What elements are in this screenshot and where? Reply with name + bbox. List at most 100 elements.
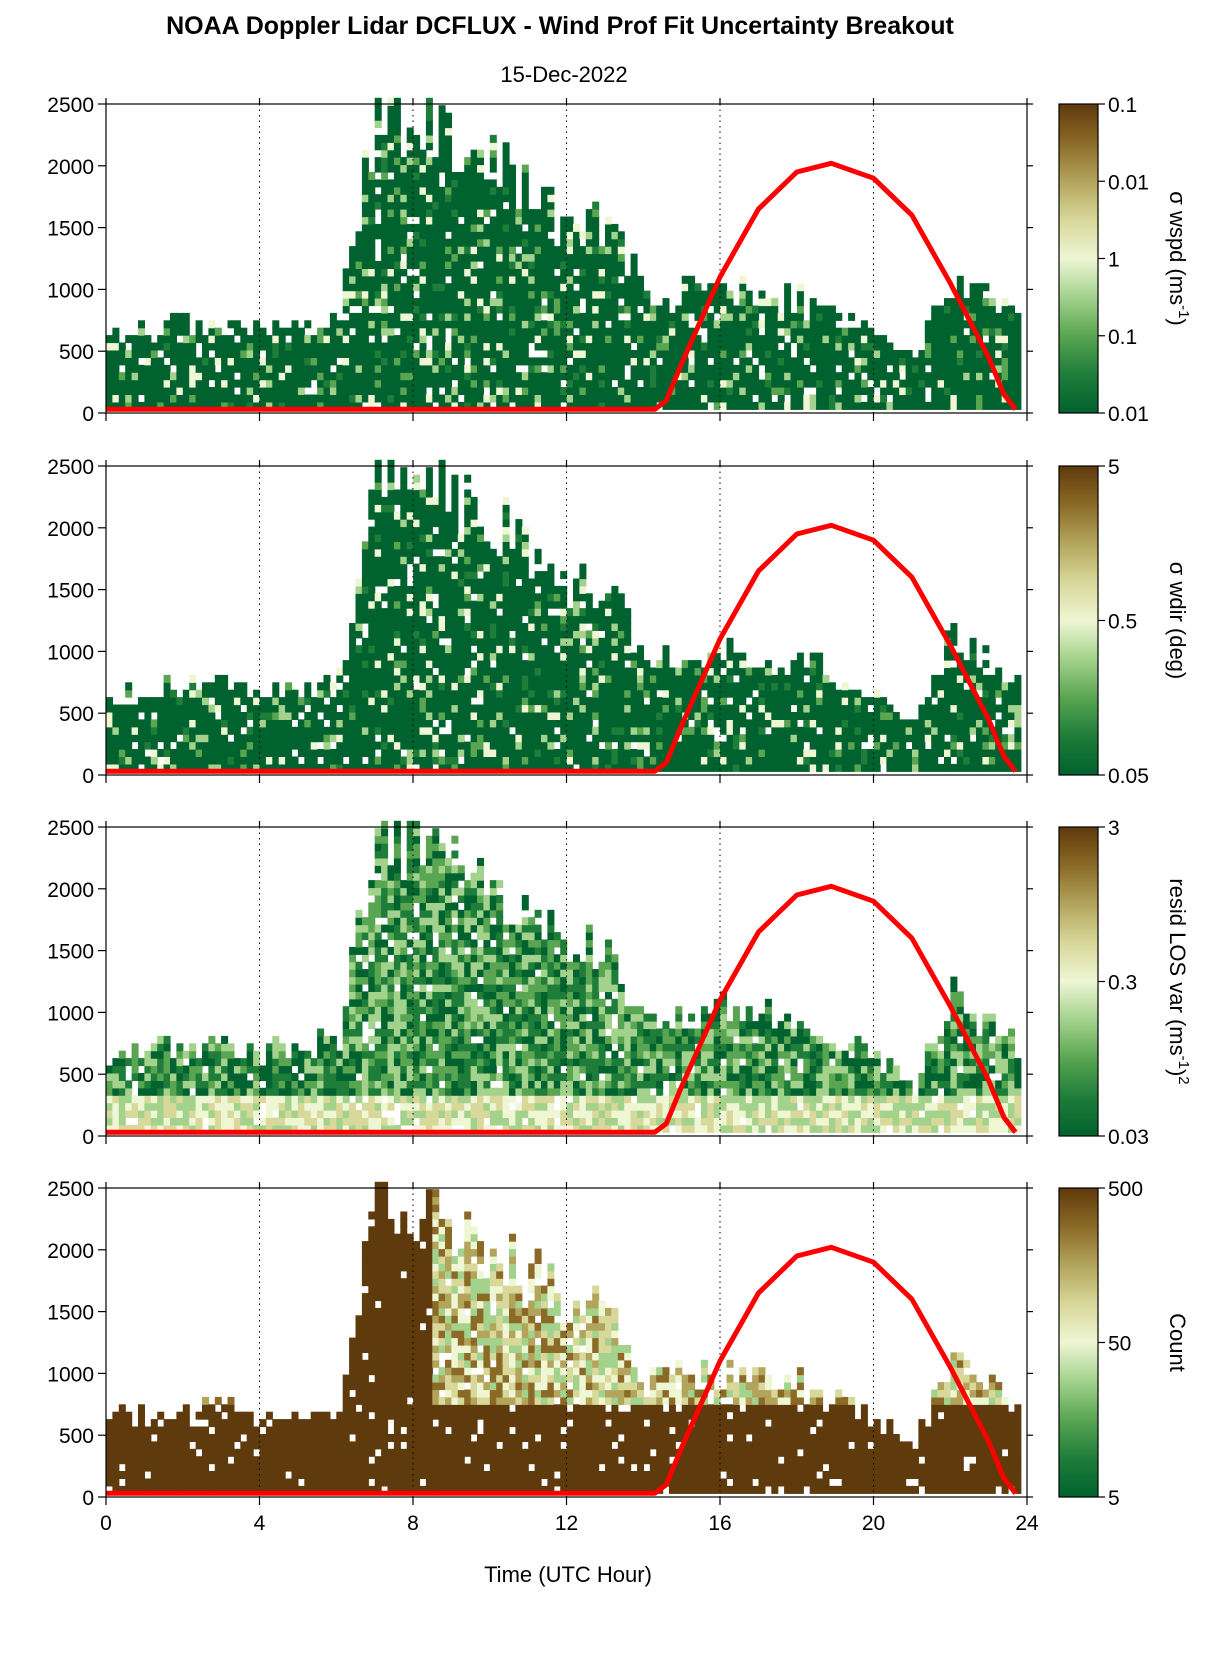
heatmap-cell — [457, 253, 465, 262]
heatmap-cell — [726, 342, 734, 351]
heatmap-cell — [400, 608, 408, 617]
heatmap-cell — [182, 335, 190, 344]
heatmap-cell — [387, 756, 395, 765]
heatmap-cell — [387, 223, 395, 232]
heatmap-cell — [464, 253, 472, 262]
heatmap-cell — [477, 741, 484, 750]
heatmap-cell — [720, 394, 728, 403]
heatmap-cell — [809, 379, 817, 388]
heatmap-cell — [361, 563, 369, 572]
heatmap-cell — [310, 719, 318, 728]
heatmap-cell — [496, 630, 504, 639]
heatmap-cell — [438, 623, 446, 631]
heatmap-cell — [1001, 312, 1009, 321]
heatmap-cell — [329, 734, 337, 743]
heatmap-cell — [438, 608, 446, 617]
heatmap-cell — [253, 379, 261, 388]
heatmap-cell — [982, 682, 990, 691]
heatmap-cell — [464, 504, 472, 513]
heatmap-cell — [387, 201, 395, 210]
heatmap-cell — [413, 667, 421, 676]
heatmap-cell — [445, 387, 452, 395]
heatmap-cell — [777, 667, 785, 676]
heatmap-cell — [381, 526, 389, 535]
heatmap-cell — [912, 734, 919, 743]
heatmap-cell — [381, 179, 389, 188]
heatmap-cell — [796, 394, 804, 403]
heatmap-cell — [758, 667, 766, 676]
heatmap-cell — [707, 364, 715, 373]
heatmap-cell — [649, 734, 657, 743]
heatmap-cell — [611, 387, 619, 395]
heatmap-cell — [419, 231, 427, 240]
heatmap-cell — [176, 712, 184, 720]
heatmap-cell — [605, 305, 612, 314]
heatmap-cell — [272, 327, 280, 336]
heatmap-cell — [438, 246, 446, 255]
heatmap-cell — [790, 682, 798, 691]
heatmap-cell — [112, 401, 120, 410]
heatmap-cell — [841, 719, 849, 728]
heatmap-cell — [585, 615, 593, 624]
heatmap-cell — [157, 379, 165, 388]
heatmap-cell — [182, 719, 190, 728]
heatmap-cell — [163, 741, 171, 750]
heatmap-cell — [675, 712, 683, 720]
heatmap-cell — [963, 763, 971, 772]
heatmap-cell — [489, 585, 497, 594]
heatmap-cell — [406, 511, 414, 520]
heatmap-cell — [585, 209, 593, 218]
heatmap-cell — [451, 179, 459, 188]
heatmap-cell — [489, 342, 497, 351]
heatmap-cell — [118, 734, 126, 743]
heatmap-cell — [483, 357, 491, 366]
heatmap-cell — [253, 756, 261, 765]
heatmap-cell — [541, 261, 548, 269]
heatmap-cell — [694, 667, 702, 676]
heatmap-cell — [374, 372, 382, 381]
heatmap-cell — [630, 372, 638, 381]
heatmap-cell — [502, 652, 510, 661]
heatmap-cell — [700, 357, 708, 366]
heatmap-cell — [835, 749, 843, 757]
heatmap-cell — [598, 312, 606, 321]
heatmap-cell — [374, 268, 382, 277]
heatmap-cell — [675, 335, 683, 344]
heatmap-cell — [189, 335, 197, 344]
heatmap-cell — [445, 134, 452, 143]
heatmap-cell — [835, 401, 843, 410]
heatmap-cell — [329, 327, 337, 336]
heatmap-cell — [112, 704, 120, 713]
heatmap-cell — [566, 312, 574, 321]
heatmap-cell — [828, 704, 836, 713]
heatmap-cell — [425, 541, 433, 550]
heatmap-cell — [393, 489, 401, 498]
heatmap-cell — [566, 749, 574, 757]
heatmap-cell — [106, 726, 113, 735]
heatmap-cell — [400, 172, 408, 180]
heatmap-cell — [502, 364, 510, 373]
heatmap-cell — [496, 571, 504, 580]
heatmap-cell — [956, 275, 964, 284]
heatmap-cell — [976, 394, 983, 403]
heatmap-cell — [202, 689, 209, 698]
heatmap-cell — [841, 697, 849, 706]
heatmap-cell — [521, 246, 529, 255]
heatmap-cell — [521, 327, 529, 336]
heatmap-cell — [233, 741, 241, 750]
heatmap-cell — [880, 387, 888, 395]
heatmap-cell — [118, 726, 126, 735]
heatmap-cell — [585, 712, 593, 720]
heatmap-cell — [106, 372, 113, 381]
heatmap-cell — [509, 623, 516, 631]
heatmap-cell — [873, 734, 881, 743]
heatmap-cell — [726, 652, 734, 661]
heatmap-cell — [880, 394, 888, 403]
heatmap-cell — [406, 305, 414, 314]
heatmap-cell — [534, 246, 542, 255]
heatmap-cell — [400, 231, 408, 240]
heatmap-cell — [368, 186, 376, 195]
heatmap-cell — [297, 394, 305, 403]
heatmap-cell — [393, 630, 401, 639]
heatmap-cell — [483, 593, 491, 602]
